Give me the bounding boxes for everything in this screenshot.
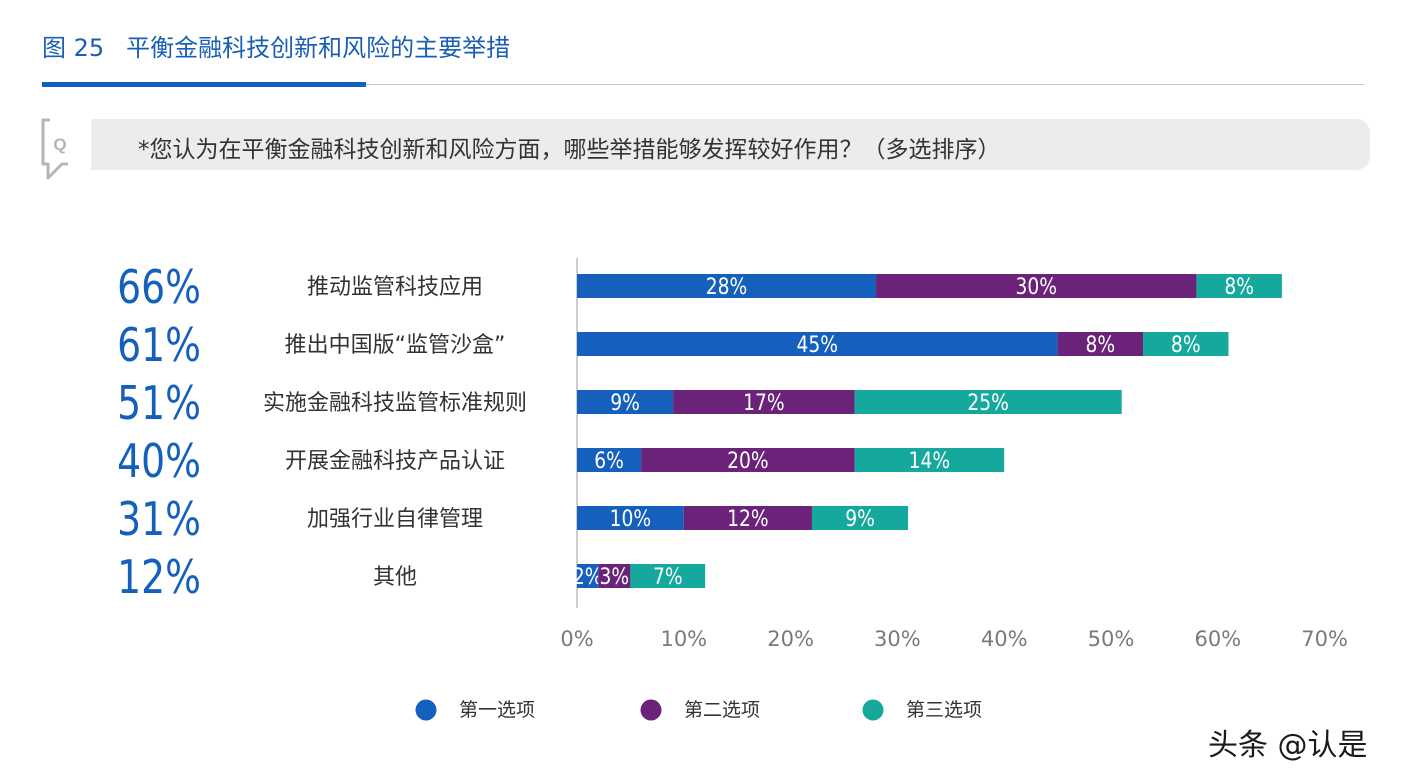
row-total-label: 40%: [117, 434, 201, 488]
row-total-label: 66%: [117, 260, 201, 314]
question-text: *您认为在平衡金融科技创新和风险方面，哪些举措能够发挥较好作用？（多选排序）: [138, 137, 1001, 163]
bar-value-label: 45%: [797, 332, 839, 358]
bar-value-label: 8%: [1224, 274, 1254, 300]
bar-value-label: 8%: [1085, 332, 1115, 358]
x-tick-label: 40%: [981, 627, 1028, 651]
bar-value-label: 25%: [967, 390, 1009, 416]
q-letter: Q: [53, 135, 66, 154]
bar-segment-3: [1143, 332, 1229, 356]
x-tick-label: 0%: [560, 627, 593, 651]
bar-segment-1: [577, 448, 642, 472]
x-tick-label: 30%: [874, 627, 921, 651]
category-label: 其他: [373, 565, 417, 590]
category-label: 推动监管科技应用: [307, 275, 483, 300]
bar-segment-3: [854, 448, 1005, 472]
bar-value-label: 12%: [727, 506, 769, 532]
bar-segment-1: [577, 564, 599, 588]
bar-value-label: 28%: [706, 274, 748, 300]
bar-value-label: 10%: [610, 506, 652, 532]
row-total-label: 51%: [117, 376, 201, 430]
row-total-label: 31%: [117, 492, 201, 546]
bar-value-label: 8%: [1171, 332, 1201, 358]
bar-value-label: 3%: [600, 564, 630, 590]
watermark: 头条 @认是: [1208, 728, 1368, 763]
question-bar: [91, 119, 1370, 170]
row-total-label: 61%: [117, 318, 201, 372]
legend-label-3: 第三选项: [906, 699, 982, 721]
bar-segment-2: [598, 564, 631, 588]
bar-value-label: 6%: [594, 448, 624, 474]
bar-segment-3: [630, 564, 706, 588]
bar-value-label: 20%: [727, 448, 769, 474]
bar-segment-3: [811, 506, 909, 530]
bar-segment-2: [1057, 332, 1144, 356]
legend-marker-1: [415, 699, 437, 721]
bar-segment-1: [577, 332, 1058, 356]
title-accent-bar: [42, 82, 366, 87]
figure-title-text: 平衡金融科技创新和风险的主要举措: [126, 34, 511, 62]
bar-value-label: 9%: [845, 506, 875, 532]
title-divider: [42, 84, 1364, 85]
category-label: 加强行业自律管理: [307, 507, 483, 532]
category-label: 开展金融科技产品认证: [285, 449, 505, 474]
bar-value-label: 14%: [909, 448, 951, 474]
bar-segment-2: [683, 506, 812, 530]
legend-marker-3: [862, 699, 884, 721]
figure-number: 图 25: [42, 34, 105, 62]
category-label: 实施金融科技监管标准规则: [263, 391, 527, 416]
x-tick-label: 50%: [1088, 627, 1135, 651]
bar-segment-2: [876, 274, 1197, 298]
legend-label-2: 第二选项: [684, 699, 760, 721]
row-total-label: 12%: [117, 550, 201, 604]
bar-value-label: 30%: [1015, 274, 1057, 300]
bar-segment-2: [673, 390, 855, 414]
bar-segment-1: [577, 274, 877, 298]
bar-value-label: 7%: [653, 564, 683, 590]
bar-value-label: 17%: [743, 390, 785, 416]
legend-marker-2: [640, 699, 662, 721]
bar-segment-1: [577, 506, 684, 530]
category-label: 推出中国版“监管沙盒”: [285, 333, 506, 358]
bar-segment-3: [854, 390, 1122, 414]
x-tick-label: 70%: [1301, 627, 1348, 651]
bar-segment-1: [577, 390, 674, 414]
x-tick-label: 10%: [660, 627, 707, 651]
figure-title: 图 25 平衡金融科技创新和风险的主要举措: [42, 28, 510, 68]
bar-value-label: 9%: [610, 390, 640, 416]
x-tick-label: 60%: [1194, 627, 1241, 651]
bar-value-label: 2%: [573, 564, 603, 590]
legend-label-1: 第一选项: [459, 699, 535, 721]
x-tick-label: 20%: [767, 627, 814, 651]
q-speech-icon: Q: [41, 118, 68, 180]
bar-segment-2: [641, 448, 855, 472]
bar-segment-3: [1196, 274, 1282, 298]
